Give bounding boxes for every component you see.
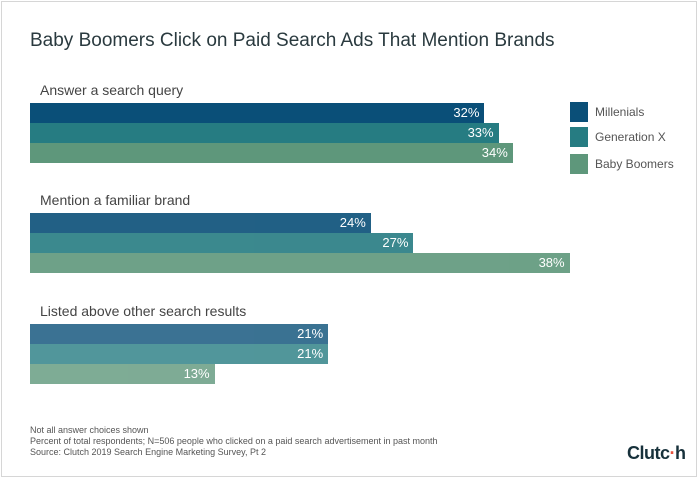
note-1: Not all answer choices shown — [30, 425, 149, 435]
bar: 27% — [30, 233, 414, 253]
chart-title: Baby Boomers Click on Paid Search Ads Th… — [30, 30, 555, 51]
data-label: 21% — [297, 326, 324, 341]
data-label: 34% — [481, 145, 508, 160]
legend-label: Baby Boomers — [595, 157, 674, 171]
data-label: 38% — [538, 255, 565, 270]
bar: 32% — [30, 103, 485, 123]
bar: 21% — [30, 344, 329, 364]
note-2: Percent of total respondents; N=506 peop… — [30, 436, 438, 446]
note-source: Source: Clutch 2019 Search Engine Market… — [30, 447, 266, 457]
legend-label: Generation X — [595, 130, 666, 144]
bar: 33% — [30, 123, 499, 143]
data-label: 32% — [453, 105, 480, 120]
data-label: 24% — [339, 215, 366, 230]
bar: 13% — [30, 364, 215, 384]
legend-label: Millenials — [595, 105, 645, 119]
data-label: 27% — [382, 235, 409, 250]
legend-swatch — [570, 127, 588, 147]
bar: 21% — [30, 324, 329, 344]
data-label: 33% — [467, 125, 494, 140]
group-label: Answer a search query — [40, 82, 184, 98]
clutch-logo: Clutc·h — [627, 443, 686, 463]
legend-swatch — [570, 102, 588, 122]
bar: 38% — [30, 253, 570, 273]
bar: 24% — [30, 213, 371, 233]
data-label: 13% — [183, 366, 210, 381]
data-label: 21% — [297, 346, 324, 361]
legend-swatch — [570, 154, 588, 174]
group-label: Mention a familiar brand — [40, 192, 191, 208]
group-label: Listed above other search results — [40, 303, 247, 319]
bar: 34% — [30, 143, 513, 163]
